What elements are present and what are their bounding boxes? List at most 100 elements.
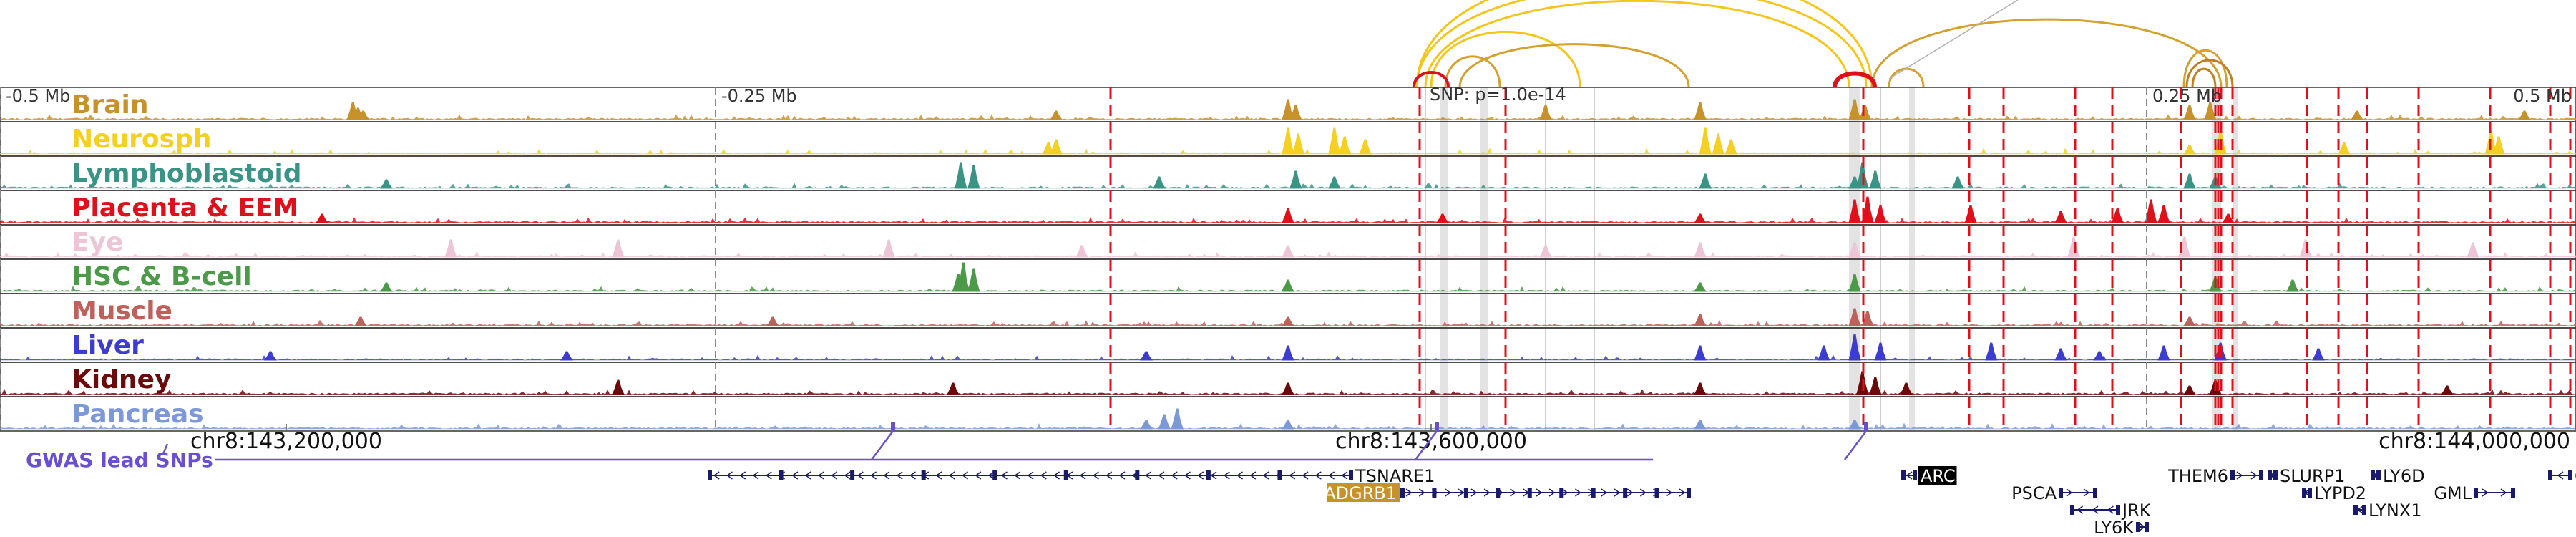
strand-arrow (2083, 488, 2090, 497)
strand-arrow (1118, 471, 1126, 480)
signal-peak (1861, 311, 1874, 326)
strand-arrow (1445, 488, 1451, 497)
gwas-snp-marker (891, 422, 895, 432)
strand-arrow (1510, 488, 1516, 497)
signal-peak (2157, 345, 2170, 361)
signal-peak (1282, 345, 1294, 361)
gene-tsnare1: TSNARE1 (708, 466, 1435, 486)
exon (850, 470, 855, 480)
relative-tick-label: -0.5 Mb (6, 86, 70, 106)
signal-peak (2054, 348, 2067, 361)
signal-peak (2312, 348, 2325, 361)
strand-arrow (857, 471, 864, 480)
signal-peak (380, 179, 393, 189)
signal-peak (1724, 139, 1737, 155)
exon (2273, 470, 2278, 480)
strand-arrow (1001, 471, 1008, 480)
gene-label: CYP11B1 (2575, 466, 2576, 486)
strand-arrow (870, 471, 877, 480)
signal-peak (2286, 279, 2299, 292)
track-label: Lymphoblastoid (72, 159, 302, 188)
strand-arrow (1093, 471, 1099, 480)
signal-peak (1289, 105, 1302, 120)
signal-peak (1874, 205, 1887, 223)
gene-label: THEM6 (2167, 466, 2228, 486)
signal-peak (560, 351, 573, 361)
signal-peak (1694, 282, 1707, 292)
loop-arc (1444, 55, 1501, 88)
exon (1277, 470, 1282, 480)
exon (2116, 505, 2120, 515)
gene-ly6k: LY6K (2094, 518, 2149, 537)
exon (2302, 488, 2306, 498)
exon (1654, 488, 1659, 498)
strand-arrow (1614, 488, 1621, 497)
signal-peak (1848, 242, 1861, 258)
signal-peak (1848, 308, 1861, 326)
signal-peak (2492, 136, 2505, 155)
loop-arc (2185, 59, 2234, 88)
relative-tick-label: 0.5 Mb (2513, 86, 2572, 106)
signal-peak (2054, 211, 2067, 223)
gwas-snp-marker (1435, 422, 1439, 432)
gene-label: LY6K (2094, 518, 2135, 537)
signal-peak (1964, 205, 1977, 223)
signal-peak (1699, 173, 1712, 189)
exon (1913, 470, 1917, 480)
track-label: Muscle (72, 296, 172, 326)
signal-peak (2222, 213, 2235, 223)
signal-peak (1328, 127, 1341, 155)
strand-arrow (791, 471, 799, 480)
signal-peak (2183, 105, 2196, 120)
strand-arrow (1197, 471, 1204, 480)
exon (2093, 488, 2097, 498)
signal-peak (967, 268, 980, 292)
strand-arrow (804, 471, 811, 480)
gene-psca: PSCA (2011, 483, 2097, 503)
exon (2353, 505, 2358, 515)
gene-cyp11b1: CYP11B1 (2548, 466, 2576, 486)
signal-peak (354, 316, 367, 326)
strand-arrow (2250, 471, 2258, 480)
signal-peak (2157, 205, 2170, 223)
strand-arrow (2482, 488, 2489, 497)
signal-peak (1140, 351, 1153, 361)
genomic-tick-label: chr8:143,600,000 (1335, 429, 1527, 454)
signal-peak (2338, 142, 2351, 155)
coordinate-axes: -0.5 Mb -0.25 Mb 0.25 Mb 0.5 Mb SNP: p=1.0e-… (0, 84, 2576, 472)
strand-arrow (1561, 488, 1568, 497)
signal-peak (1874, 342, 1887, 361)
strand-arrow (831, 471, 838, 480)
signal-peak (967, 165, 980, 189)
strand-arrow (1236, 471, 1244, 480)
exon (2511, 488, 2515, 498)
signal-peak (2183, 173, 2196, 189)
strand-arrow (1040, 471, 1047, 480)
exon (1496, 488, 1501, 498)
track-labels: Brain Neurosph Lymphoblastoid Placenta & EE… (72, 90, 302, 429)
signal-peak (2183, 316, 2196, 326)
gene-label: GML (2434, 483, 2472, 503)
gene-boxed-label-bg (1918, 466, 1957, 485)
signal-peak (2111, 208, 2124, 223)
exon (779, 470, 784, 480)
signal-peak (380, 282, 393, 292)
strand-arrow (1458, 488, 1465, 497)
exon (708, 470, 712, 480)
signal-peak (1869, 377, 1882, 395)
gwas-connector (162, 443, 169, 455)
signal-peak (947, 382, 960, 395)
strand-arrow (896, 471, 903, 480)
signal-peak (1282, 420, 1294, 430)
strand-arrow (2557, 471, 2564, 480)
gene-them6: THEM6 (2167, 466, 2263, 486)
exon (2362, 505, 2366, 515)
loop-arc (1424, 0, 1850, 88)
signal-peak (1848, 274, 1861, 292)
gene-highlight-box (1327, 483, 1400, 502)
gene-jrk: JRK (2070, 500, 2152, 521)
exon (1463, 488, 1468, 498)
exon (921, 470, 926, 480)
track-neurosph (0, 121, 2576, 157)
strand-arrow (739, 471, 746, 480)
